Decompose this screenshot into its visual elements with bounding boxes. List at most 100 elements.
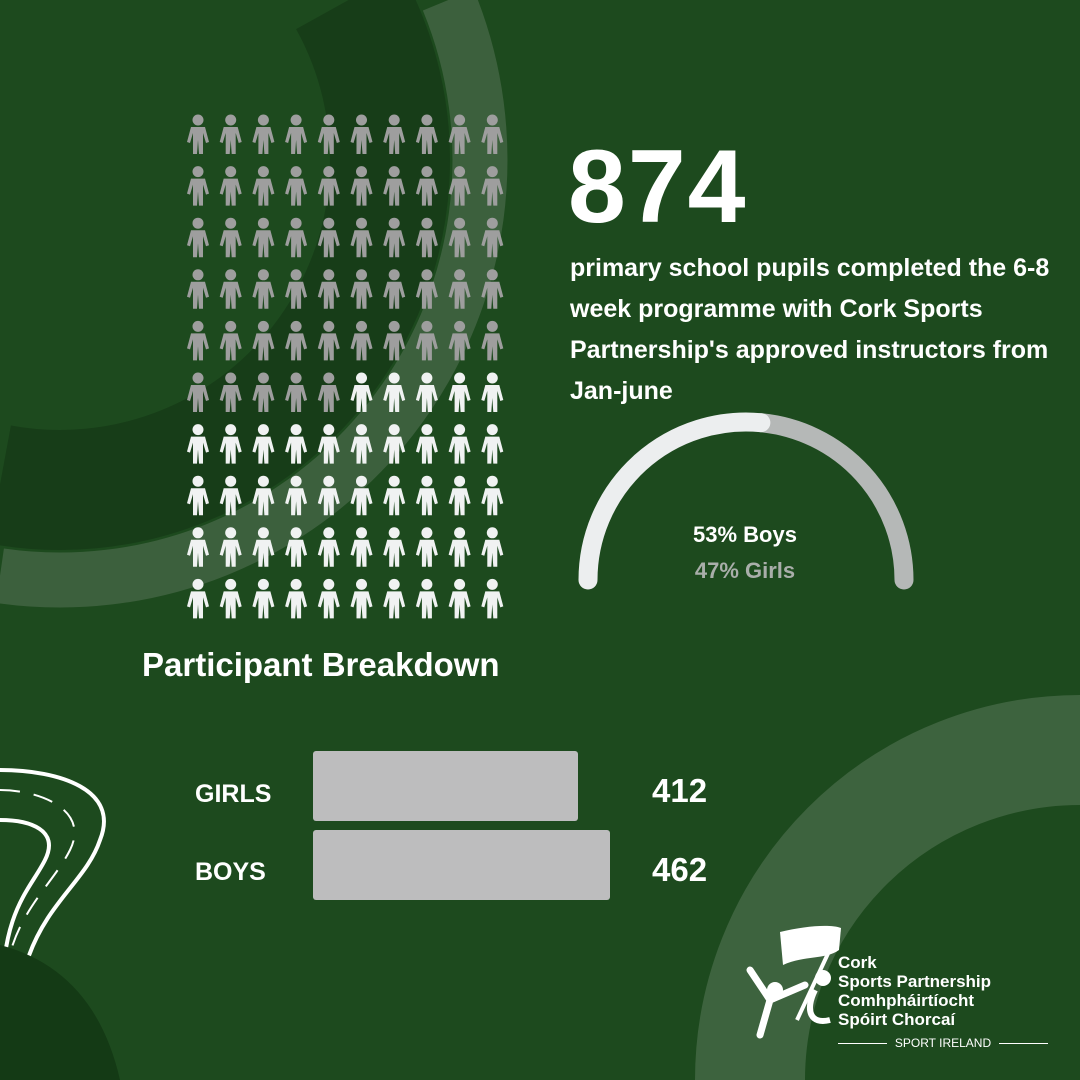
person-icon (219, 320, 242, 361)
person-icon (252, 114, 275, 154)
person-icon (317, 320, 340, 361)
participant-count: 874 (568, 129, 748, 245)
person-icon (448, 372, 471, 412)
person-icon (481, 424, 504, 464)
person-icon (448, 114, 471, 154)
person-icon (187, 372, 209, 412)
person-icon (415, 578, 438, 619)
person-icon (481, 269, 504, 309)
gauge-arc-boys (578, 412, 771, 590)
person-icon (285, 475, 308, 516)
person-icon (187, 217, 209, 258)
person-icon (187, 527, 209, 567)
person-icon (317, 527, 340, 567)
person-icon (383, 527, 406, 567)
person-icon (317, 217, 340, 258)
person-icon (481, 527, 504, 567)
person-icon (252, 166, 275, 206)
gauge-label-boys: 53% Boys (693, 522, 797, 547)
chart-title: Participant Breakdown (142, 646, 500, 683)
person-icon (317, 578, 340, 619)
person-icon (415, 320, 438, 361)
person-icon (317, 166, 340, 206)
person-icon (448, 527, 471, 567)
person-icon (383, 424, 406, 464)
person-icon (285, 527, 308, 567)
person-icon (252, 475, 275, 516)
person-icon (285, 217, 308, 258)
logo-line-1: Cork (838, 953, 877, 972)
person-icon (285, 114, 308, 154)
person-icon (317, 269, 340, 309)
person-icon (448, 578, 471, 619)
person-icon (448, 475, 471, 516)
person-icon (187, 269, 209, 309)
person-icon (350, 527, 373, 567)
person-icon (350, 424, 373, 464)
gender-gauge (578, 412, 914, 590)
person-icon (448, 320, 471, 361)
person-icon (187, 578, 209, 619)
person-icon (285, 166, 308, 206)
bar-girls (313, 751, 578, 821)
bar-value-boys: 462 (652, 851, 708, 888)
person-icon (481, 578, 504, 619)
person-icon (415, 217, 438, 258)
person-icon (481, 320, 504, 361)
person-icon (448, 166, 471, 206)
person-icon (350, 372, 373, 412)
person-icon (187, 424, 209, 464)
person-icon (317, 114, 340, 154)
bar-label-boys: BOYS (195, 858, 266, 886)
pictogram-chart (187, 114, 504, 619)
sport-ireland-footer: SPORT IRELAND (838, 1036, 1049, 1050)
person-icon (219, 166, 242, 206)
person-icon (350, 269, 373, 309)
person-icon (481, 217, 504, 258)
person-icon (219, 424, 242, 464)
person-icon (415, 372, 438, 412)
person-icon (383, 114, 406, 154)
bar-boys (313, 830, 610, 900)
cork-sports-partnership-logo (746, 925, 841, 1039)
bar-label-girls: GIRLS (195, 780, 272, 808)
person-icon (219, 372, 242, 412)
person-icon (350, 166, 373, 206)
logo-line-4: Spóirt Chorcaí (838, 1010, 956, 1029)
person-icon (350, 320, 373, 361)
person-icon (415, 269, 438, 309)
person-icon (448, 217, 471, 258)
person-icon (481, 166, 504, 206)
person-icon (285, 269, 308, 309)
person-icon (219, 527, 242, 567)
person-icon (383, 269, 406, 309)
headline-description: primary school pupils completed the 6-8 … (570, 254, 1050, 405)
person-icon (219, 217, 242, 258)
person-icon (415, 114, 438, 154)
person-icon (481, 475, 504, 516)
person-icon (383, 475, 406, 516)
gauge-arc-girls (751, 413, 914, 590)
person-icon (383, 578, 406, 619)
person-icon (252, 320, 275, 361)
person-icon (219, 475, 242, 516)
person-icon (415, 475, 438, 516)
person-icon (350, 217, 373, 258)
person-icon (350, 475, 373, 516)
person-icon (415, 424, 438, 464)
person-icon (252, 217, 275, 258)
person-icon (285, 320, 308, 361)
person-icon (317, 372, 340, 412)
person-icon (481, 372, 504, 412)
person-icon (383, 372, 406, 412)
person-icon (383, 320, 406, 361)
person-icon (383, 166, 406, 206)
person-icon (285, 424, 308, 464)
person-icon (481, 114, 504, 154)
sport-ireland-text: SPORT IRELAND (894, 1036, 992, 1050)
person-icon (285, 578, 308, 619)
person-icon (415, 166, 438, 206)
person-icon (187, 320, 209, 361)
person-icon (317, 424, 340, 464)
person-icon (187, 475, 209, 516)
